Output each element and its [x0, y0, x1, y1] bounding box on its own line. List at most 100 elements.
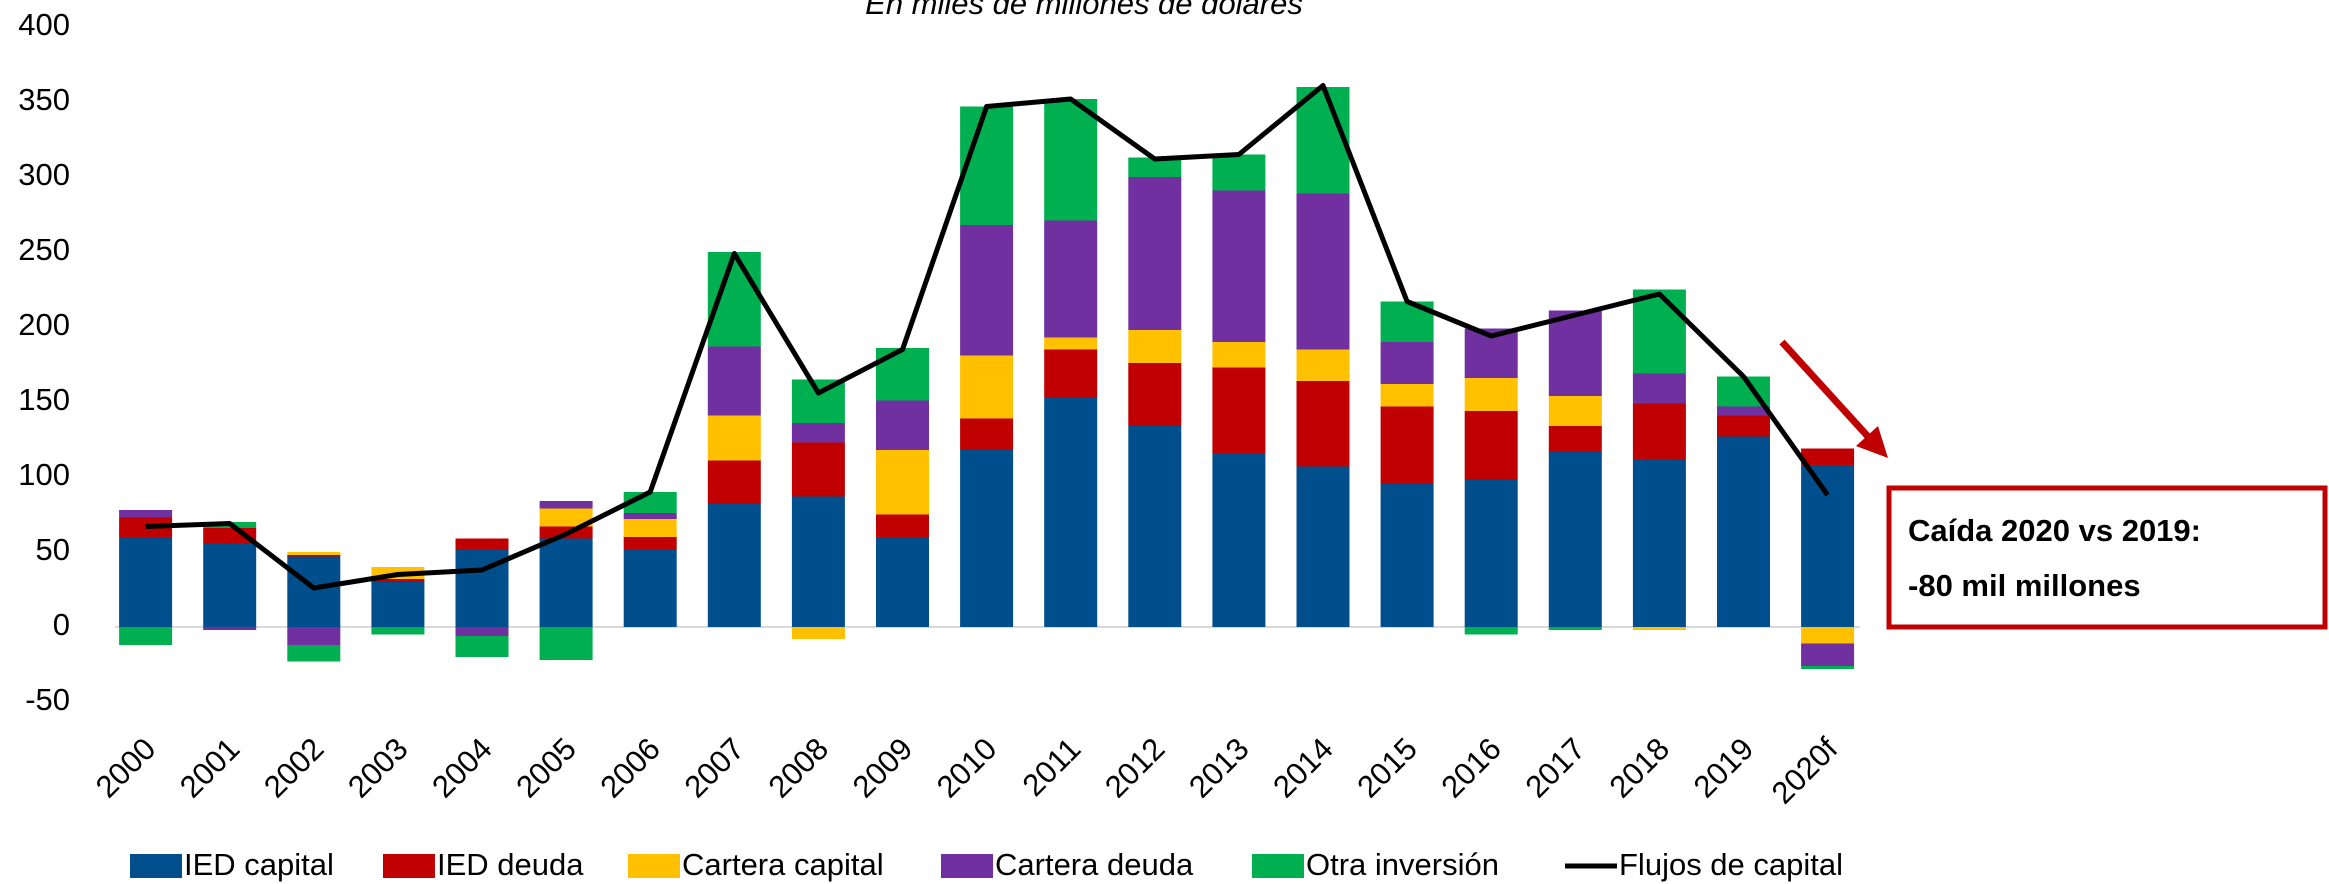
bar-segment [1717, 436, 1770, 627]
x-tick-label: 2016 [1434, 731, 1508, 805]
bar-segment [287, 555, 341, 557]
x-tick-label: 2008 [762, 731, 836, 805]
legend-swatch [130, 854, 182, 878]
bar-segment [287, 556, 341, 627]
bar-segment [1380, 406, 1434, 483]
y-tick-label: -50 [25, 682, 70, 717]
y-tick-label: 100 [18, 457, 70, 492]
chart-subtitle: En miles de millones de dólares [865, 0, 1303, 21]
x-tick-label: 2002 [257, 731, 331, 805]
bar-segment [960, 418, 1014, 450]
bar-segment [876, 514, 929, 537]
legend-swatch [628, 854, 680, 878]
bar-segment [1212, 367, 1266, 453]
bar-segment [371, 579, 425, 582]
bar-segment [1212, 342, 1266, 368]
bar-segment [1044, 220, 1098, 338]
bar-segment [623, 513, 677, 519]
y-tick-label: 250 [18, 232, 70, 267]
bar-segment [1548, 451, 1602, 627]
bar-segment [1212, 154, 1266, 191]
y-tick-label: 150 [18, 382, 70, 417]
legend-label: Cartera capital [682, 847, 884, 882]
bar-segment [1380, 483, 1434, 627]
bar-segment [1548, 627, 1602, 630]
bar-segment [623, 519, 677, 537]
bar-segment [539, 501, 593, 509]
bar-segment [791, 627, 845, 639]
legend-label: Cartera deuda [995, 847, 1194, 882]
bar-segment [1296, 466, 1350, 627]
bar-segment [539, 627, 593, 660]
bar-segment [1548, 426, 1602, 452]
bar-segment [960, 450, 1014, 627]
bar-segment [1717, 415, 1770, 437]
bar-segment [707, 346, 761, 416]
arrow-head [1856, 426, 1888, 458]
legend-swatch [941, 854, 993, 878]
bar-segment [539, 538, 593, 627]
bar-segment [1044, 397, 1098, 627]
bar-segment [1464, 378, 1518, 411]
bar-segment [203, 627, 257, 630]
bar-segment [791, 442, 845, 497]
bar-segment [1464, 627, 1518, 635]
legend-label: IED deuda [437, 847, 584, 882]
bar-segment [876, 348, 929, 401]
bar-segment [1801, 627, 1855, 644]
x-tick-label: 2019 [1687, 731, 1761, 805]
bar-segment [119, 627, 173, 645]
x-tick-label: 2000 [89, 731, 163, 805]
x-tick-label: 2006 [593, 731, 667, 805]
bar-segment [1464, 411, 1518, 480]
bar-segment [1632, 459, 1686, 627]
bar-segment [791, 423, 845, 443]
legend-swatch [383, 854, 435, 878]
bar-segment [1632, 289, 1686, 374]
legend-label: Flujos de capital [1619, 847, 1843, 882]
bar-segment [791, 379, 845, 423]
y-tick-label: 0 [53, 607, 70, 642]
x-tick-label: 2001 [173, 731, 247, 805]
bar-segment [203, 543, 257, 627]
bar-segment [1548, 310, 1602, 396]
bar-segment [1296, 87, 1350, 194]
legend-swatch [1252, 854, 1304, 878]
y-tick-label: 200 [18, 307, 70, 342]
bar-segment [1380, 384, 1434, 407]
bar-segment [455, 538, 509, 549]
x-tick-label: 2003 [341, 731, 415, 805]
x-tick-label: 2005 [509, 731, 583, 805]
x-tick-label: 2013 [1182, 731, 1256, 805]
x-tick-label: 2020f [1765, 731, 1845, 811]
y-tick-label: 50 [36, 532, 70, 567]
bar-segment [707, 504, 761, 627]
bar-segment [1296, 193, 1350, 350]
bar-segment [876, 537, 929, 627]
x-tick-label: 2010 [930, 731, 1004, 805]
bar-segment [1801, 448, 1855, 465]
annotation-text: Caída 2020 vs 2019: [1908, 513, 2201, 548]
bar-segment [1296, 381, 1350, 467]
bar-segment [1632, 627, 1686, 630]
x-tick-label: 2017 [1519, 731, 1593, 805]
bar-segment [1717, 406, 1770, 416]
annotation-box [1886, 485, 2328, 630]
bar-segment [707, 460, 761, 504]
x-tick-label: 2014 [1266, 731, 1340, 805]
bar-segment [1044, 337, 1098, 350]
bar-segment [1548, 396, 1602, 426]
bar-segment [623, 549, 677, 627]
legend-label: Otra inversión [1306, 847, 1499, 882]
bar-segment [287, 645, 341, 662]
x-tick-label: 2011 [1016, 731, 1088, 803]
x-tick-label: 2009 [846, 731, 920, 805]
y-tick-label: 400 [18, 7, 70, 42]
y-tick-label: 300 [18, 157, 70, 192]
bar-segment [455, 627, 509, 636]
arrow-shaft [1779, 339, 1875, 444]
bar-segment [1801, 643, 1855, 666]
line-series [145, 83, 1830, 591]
bar-segment [1128, 330, 1182, 363]
bar-segment [1801, 666, 1855, 669]
